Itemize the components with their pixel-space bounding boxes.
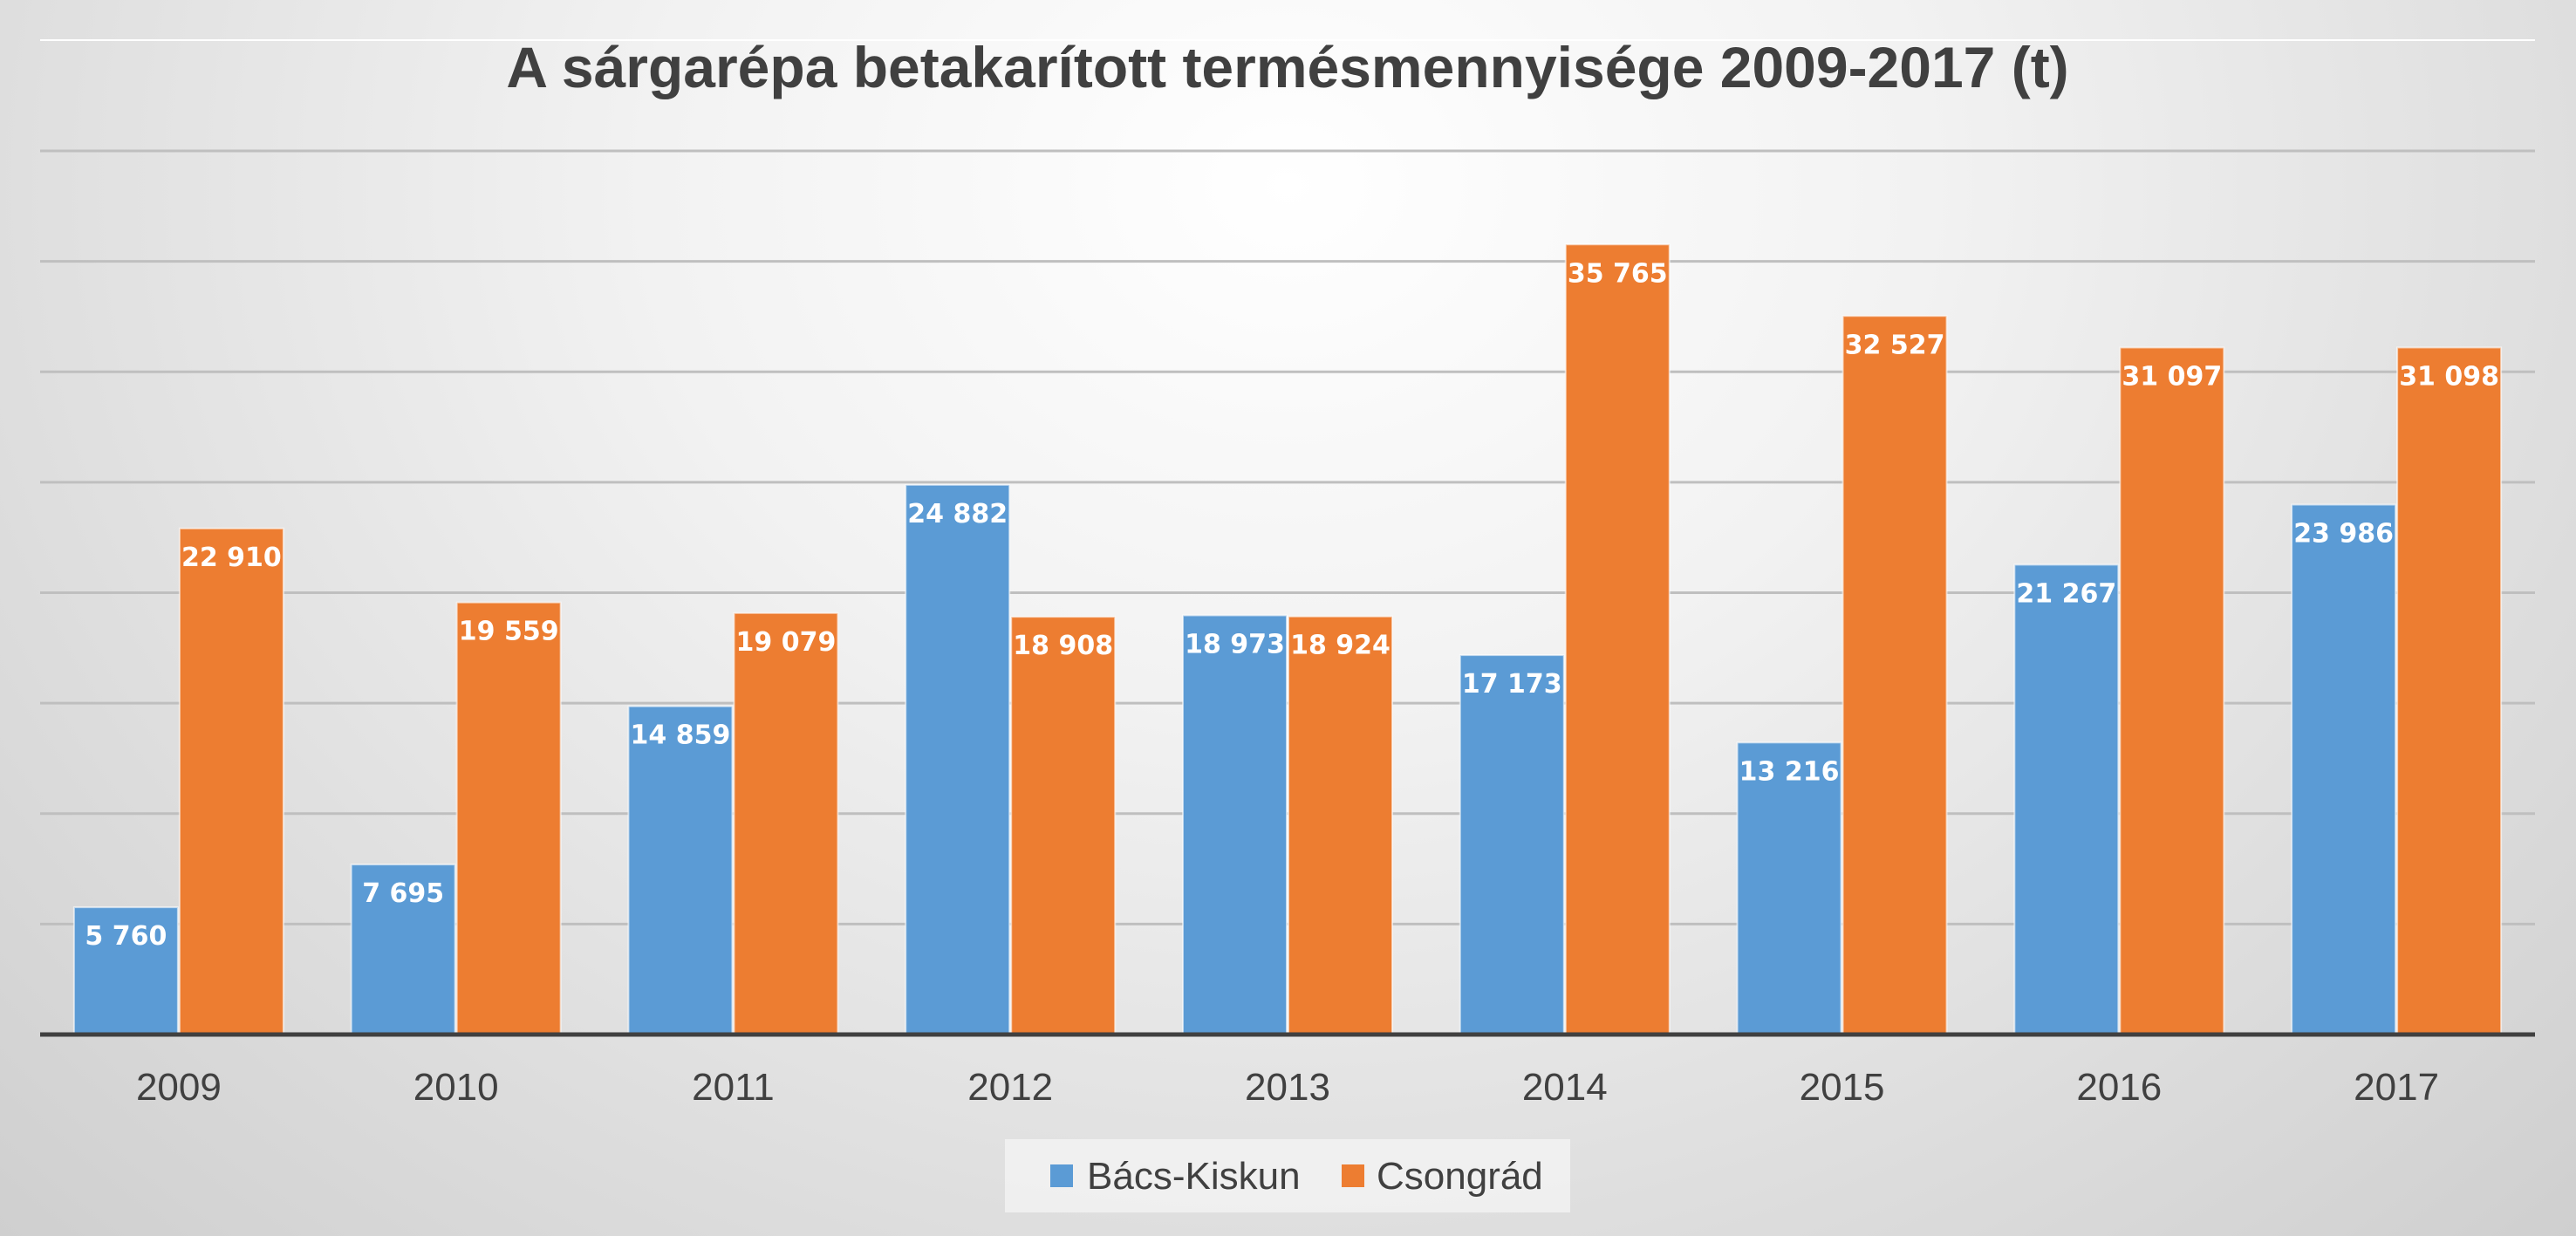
data-label-csongrad-2016: 31 097 xyxy=(2122,361,2222,392)
data-label-bacs-kiskun-2014: 17 173 xyxy=(1462,669,1562,700)
bar-bacs-kiskun-2015 xyxy=(1736,741,1842,1035)
data-label-bacs-kiskun-2009: 5 760 xyxy=(85,921,167,952)
bar-csongrad-2011 xyxy=(733,611,839,1036)
x-tick-label-2009: 2009 xyxy=(136,1066,222,1109)
data-label-csongrad-2010: 19 559 xyxy=(459,617,559,647)
x-tick-label-2016: 2016 xyxy=(2076,1066,2162,1109)
bar-bacs-kiskun-2014 xyxy=(1459,654,1565,1035)
bars xyxy=(72,243,2503,1036)
x-tick-label-2017: 2017 xyxy=(2354,1066,2439,1109)
data-label-csongrad-2017: 31 098 xyxy=(2399,361,2499,392)
x-axis-tick-labels: 2009 2010 2011 2012 2013 2014 2015 2016 2017 xyxy=(136,1066,2439,1109)
data-label-csongrad-2009: 22 910 xyxy=(181,543,282,573)
bar-csongrad-2016 xyxy=(2119,346,2225,1036)
bar-csongrad-2010 xyxy=(455,601,562,1035)
bar-csongrad-2013 xyxy=(1288,615,1393,1035)
data-label-bacs-kiskun-2013: 18 973 xyxy=(1185,630,1285,660)
x-tick-label-2010: 2010 xyxy=(413,1066,499,1109)
data-label-bacs-kiskun-2015: 13 216 xyxy=(1739,756,1840,787)
legend-label-csongrad: Csongrád xyxy=(1377,1155,1543,1198)
bar-bacs-kiskun-2011 xyxy=(627,705,734,1035)
bar-bacs-kiskun-2012 xyxy=(905,483,1011,1035)
data-labels: 5 760 22 910 7 695 19 559 14 859 19 079 24 882… xyxy=(85,258,2499,952)
legend: Bács-Kiskun Csongrád xyxy=(1005,1139,1570,1212)
data-label-bacs-kiskun-2012: 24 882 xyxy=(907,499,1008,529)
data-label-bacs-kiskun-2010: 7 695 xyxy=(362,878,444,909)
data-label-bacs-kiskun-2017: 23 986 xyxy=(2293,519,2394,550)
bar-csongrad-2015 xyxy=(1841,315,1948,1035)
bar-bacs-kiskun-2009 xyxy=(72,906,179,1036)
x-tick-label-2013: 2013 xyxy=(1245,1066,1330,1109)
data-label-bacs-kiskun-2011: 14 859 xyxy=(631,720,731,751)
bar-csongrad-2012 xyxy=(1010,616,1117,1035)
x-tick-label-2011: 2011 xyxy=(692,1066,775,1109)
legend-background xyxy=(1005,1139,1570,1212)
legend-swatch-bacs-kiskun xyxy=(1050,1164,1073,1187)
data-label-csongrad-2014: 35 765 xyxy=(1568,258,1668,289)
legend-label-bacs-kiskun: Bács-Kiskun xyxy=(1087,1155,1301,1198)
data-label-csongrad-2012: 18 908 xyxy=(1013,631,1113,661)
bar-bacs-kiskun-2013 xyxy=(1182,614,1288,1035)
x-tick-label-2014: 2014 xyxy=(1522,1066,1608,1109)
bar-bacs-kiskun-2016 xyxy=(2013,563,2120,1035)
data-label-bacs-kiskun-2016: 21 267 xyxy=(2016,578,2116,609)
bar-csongrad-2009 xyxy=(178,527,284,1035)
bar-csongrad-2017 xyxy=(2396,346,2503,1035)
x-tick-label-2012: 2012 xyxy=(967,1066,1053,1109)
x-tick-label-2015: 2015 xyxy=(1800,1066,1885,1109)
chart-title: A sárgarépa betakarított termésmennyiség… xyxy=(506,35,2068,99)
legend-swatch-csongrad xyxy=(1342,1164,1364,1187)
data-label-csongrad-2015: 32 527 xyxy=(1845,330,1945,360)
data-label-csongrad-2013: 18 924 xyxy=(1290,631,1390,661)
data-label-csongrad-2011: 19 079 xyxy=(736,627,837,658)
bar-bacs-kiskun-2017 xyxy=(2291,503,2397,1035)
bar-csongrad-2014 xyxy=(1564,243,1671,1035)
